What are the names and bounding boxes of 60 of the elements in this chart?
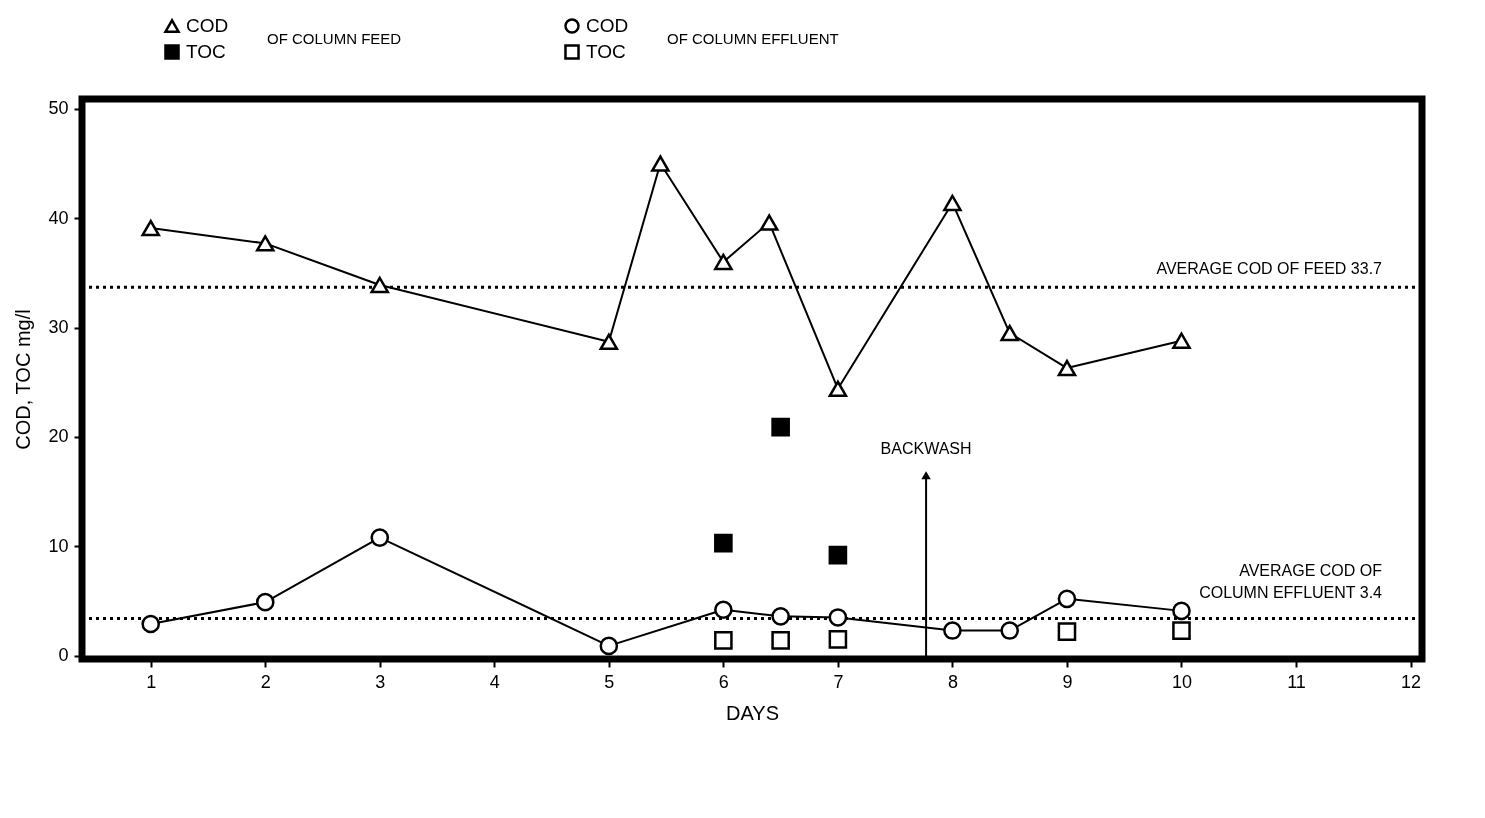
point <box>828 545 848 565</box>
point <box>771 607 790 626</box>
legend-label: COD <box>186 15 229 36</box>
point <box>828 380 848 398</box>
y-tick-label: 10 <box>48 535 69 556</box>
point <box>370 528 390 547</box>
text: OF COLUMN EFFLUENT <box>667 30 839 47</box>
x-axis-title: DAYS <box>726 701 779 724</box>
legend-label: COD <box>586 15 629 36</box>
x-tick-label: 7 <box>833 671 844 692</box>
y-tick-label: 50 <box>48 98 69 119</box>
x-tick-label: 5 <box>604 671 615 692</box>
point <box>599 636 619 656</box>
point <box>714 631 733 650</box>
point <box>828 630 848 649</box>
legend-label: TOC <box>586 41 626 62</box>
point <box>255 592 275 612</box>
text: OF COLUMN FEED <box>267 30 402 47</box>
x-tick-label: 11 <box>1287 671 1306 692</box>
point <box>1172 332 1191 349</box>
x-tick-label: 6 <box>718 671 729 692</box>
point <box>141 219 161 237</box>
point <box>141 614 161 634</box>
point <box>943 194 962 212</box>
point <box>599 333 619 351</box>
point <box>771 417 790 437</box>
point <box>651 155 670 172</box>
y-tick-label: 0 <box>58 645 69 666</box>
ref-line-label: AVERAGE COD OF COLUMN EFFLUENT 3.4 <box>1199 561 1383 601</box>
point <box>1057 622 1077 641</box>
x-tick-label: 4 <box>489 671 500 692</box>
point <box>1000 324 1019 342</box>
point <box>1057 359 1077 377</box>
ref-line-label: AVERAGE COD OF FEED 33.7 <box>1156 260 1383 278</box>
point <box>1172 601 1191 621</box>
y-tick-label: 40 <box>48 207 69 228</box>
y-tick-label: 30 <box>48 317 69 338</box>
point <box>1172 621 1191 640</box>
y-axis-title: COD, TOC mg/l <box>12 309 35 450</box>
x-tick-label: 12 <box>1401 671 1422 692</box>
x-tick-label: 9 <box>1062 671 1073 692</box>
point <box>714 600 733 620</box>
legend-label: TOC <box>186 41 226 62</box>
point <box>771 631 790 650</box>
y-tick-label: 20 <box>48 426 69 447</box>
point <box>943 621 962 640</box>
x-tick-label: 2 <box>260 671 271 692</box>
point <box>828 608 848 627</box>
x-tick-label: 1 <box>146 671 157 692</box>
point <box>714 533 733 553</box>
point <box>255 235 275 252</box>
x-tick-label: 10 <box>1171 671 1192 692</box>
x-tick-label: 8 <box>947 671 958 692</box>
point <box>714 253 733 271</box>
annotation: BACKWASH <box>880 440 972 458</box>
x-tick-label: 3 <box>375 671 386 692</box>
point <box>1057 589 1077 609</box>
point <box>1000 621 1019 640</box>
point <box>759 214 779 231</box>
point <box>370 276 390 294</box>
